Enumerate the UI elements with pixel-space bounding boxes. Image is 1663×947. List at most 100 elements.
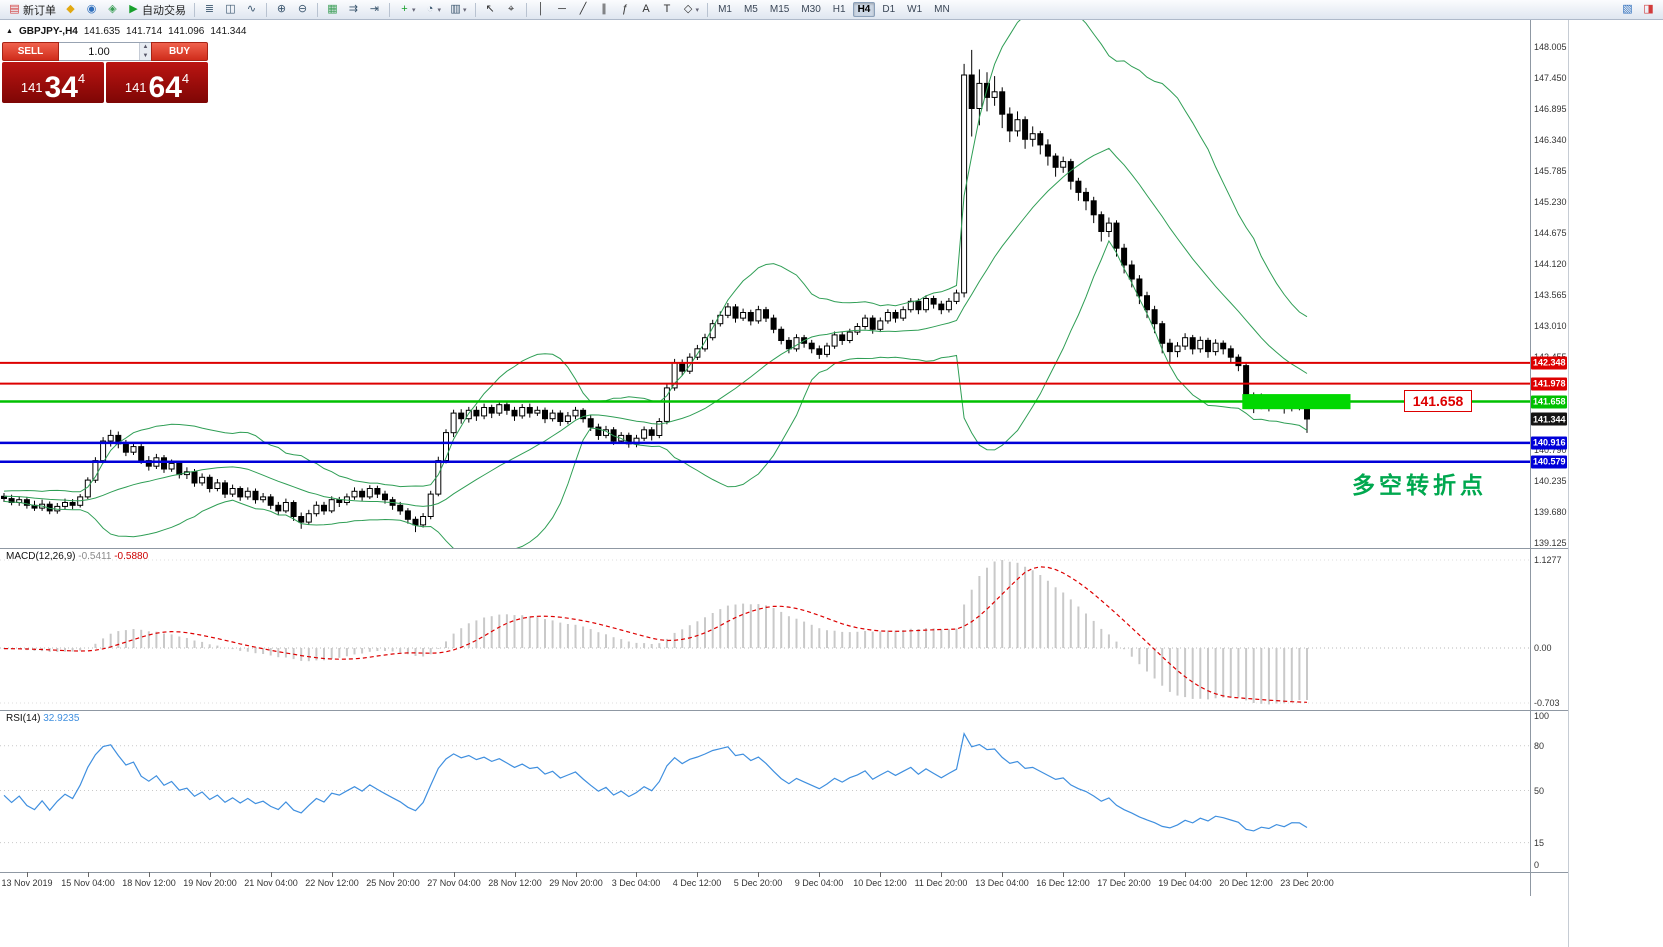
buy-button[interactable]: BUY [151, 42, 208, 61]
bollinger-middle-line [3, 147, 1308, 507]
macd-axis-label: 0.00 [1534, 643, 1552, 653]
time-axis-label: 16 Dec 12:00 [1036, 878, 1090, 888]
time-axis[interactable]: 13 Nov 2019 15 Nov 04:00 18 Nov 12:00 19 No… [0, 872, 1530, 900]
dropdown-caret-icon: ▾ [695, 6, 700, 14]
arrows-button[interactable]: ◇ ▾ [679, 1, 703, 18]
clock-icon: ◔ [426, 3, 434, 15]
price-axis[interactable]: 148.005 147.450 146.895 146.340 145.785 145.2… [1530, 0, 1568, 947]
price-tick-label: 139.125 [1534, 538, 1567, 548]
autotrading-button[interactable]: ▶ 自动交易 [124, 1, 189, 18]
vertical-line-button[interactable]: │ [532, 1, 551, 18]
tile-windows-button[interactable]: ▦ [323, 1, 342, 18]
timeframe-button-m1[interactable]: M1 [718, 4, 732, 15]
quote-close: 141.344 [210, 26, 247, 37]
price-tick-label: 143.565 [1534, 289, 1567, 300]
indicators-button[interactable]: + ▾ [395, 1, 419, 18]
price-level-callout: 141.658 [1404, 390, 1472, 412]
buy-price-whole: 141 [124, 80, 147, 95]
line-chart-button[interactable]: ∿ [242, 1, 261, 18]
volume-value[interactable]: 1.00 [88, 45, 110, 58]
strategy-tester-button[interactable]: ◈ [103, 1, 122, 18]
price-tick-label: 146.340 [1534, 134, 1567, 145]
timeframe-button-mn[interactable]: MN [934, 4, 950, 15]
horizontal-line-button[interactable]: ─ [553, 1, 572, 18]
macd-signal-value: -0.5880 [114, 551, 149, 562]
text-icon: A [642, 3, 650, 15]
window-list-button[interactable]: ◨ [1639, 1, 1658, 18]
time-axis-label: 15 Nov 04:00 [61, 878, 115, 888]
price-tick-label: 148.005 [1534, 41, 1567, 52]
new-order-button[interactable]: ▤ 新订单 [5, 1, 59, 18]
templates-icon: ▥ [450, 3, 461, 15]
autotrading-icon: ▶ [129, 3, 138, 15]
periods-button[interactable]: ◔ ▾ [421, 1, 445, 18]
price-tick-label: 146.895 [1534, 103, 1567, 114]
text-button[interactable]: A [637, 1, 656, 18]
new-order-button-label: 新订单 [23, 4, 56, 17]
macd-main-value: -0.5411 [78, 551, 112, 562]
volume-field[interactable]: 1.00 ▲ ▼ [59, 42, 151, 61]
toolbar: ▤ 新订单 ◆ ◉ ◈ ▶ 自动交易 ≣ ◫ ∿ ⊕ ⊖ ▦ ⇉ ⇥ + ▾ ◔ ▾ ▥ ▾ ↖ ⌖ │ ─ ╱ ∥ ƒ A T ◇ ▾ M1 M… [0, 0, 1663, 20]
bar-chart-icon: ≣ [204, 3, 215, 15]
zoom-in-button[interactable]: ⊕ [272, 1, 291, 18]
timeframe-button-h1[interactable]: H1 [832, 4, 846, 15]
time-axis-label: 17 Dec 20:00 [1097, 878, 1151, 888]
market-watch-button[interactable]: ◉ [82, 1, 101, 18]
text-label-icon: T [663, 3, 671, 15]
profiles-button[interactable]: ▧ [1618, 1, 1637, 18]
macd-histogram [3, 560, 1308, 705]
vertical-line-icon: │ [537, 3, 545, 15]
channel-button[interactable]: ∥ [595, 1, 614, 18]
auto-scroll-icon: ⇉ [348, 3, 359, 15]
line-chart-icon: ∿ [246, 3, 257, 15]
timeframe-button-m5[interactable]: M5 [743, 4, 758, 15]
timeframe-button-w1[interactable]: W1 [907, 4, 923, 15]
support-zone-rect[interactable] [1242, 394, 1351, 410]
time-axis-label: 20 Dec 12:00 [1219, 878, 1273, 888]
fibonacci-button[interactable]: ƒ [616, 1, 635, 18]
timeframe-button-d1[interactable]: D1 [882, 4, 896, 15]
time-axis-label: 22 Nov 12:00 [305, 878, 359, 888]
price-tick-label: 144.120 [1534, 258, 1567, 269]
tile-windows-icon: ▦ [327, 3, 338, 15]
quote-line: ▲ GBPJPY-,H4 141.635 141.714 141.096 141… [6, 26, 246, 37]
time-axis-label: 13 Dec 04:00 [975, 878, 1029, 888]
label-button[interactable]: T [658, 1, 677, 18]
chart-shift-button[interactable]: ⇥ [365, 1, 384, 18]
volume-down-button[interactable]: ▼ [140, 51, 151, 60]
rsi-axis-label: 50 [1534, 785, 1545, 796]
window-list-icon: ◨ [1643, 3, 1654, 15]
timeframe-button-m30[interactable]: M30 [801, 4, 821, 15]
cursor-button[interactable]: ↖ [481, 1, 500, 18]
fibonacci-icon: ƒ [621, 3, 629, 15]
quote-low: 141.096 [168, 26, 205, 37]
time-axis-label: 5 Dec 20:00 [733, 878, 783, 888]
candlestick-series [1, 49, 1310, 533]
time-axis-label: 28 Nov 12:00 [488, 878, 542, 888]
bar-chart-button[interactable]: ≣ [200, 1, 219, 18]
candlestick-chart-button[interactable]: ◫ [221, 1, 240, 18]
templates-button[interactable]: ▥ ▾ [446, 1, 470, 18]
auto-scroll-button[interactable]: ⇉ [344, 1, 363, 18]
sell-price-whole: 141 [20, 80, 43, 95]
macd-axis-label: -0.703 [1534, 697, 1560, 708]
symbol-period-label: GBPJPY-,H4 [18, 26, 78, 37]
symbol-arrow-icon: ▲ [6, 28, 13, 35]
crosshair-button[interactable]: ⌖ [502, 1, 521, 18]
trendline-button[interactable]: ╱ [574, 1, 593, 18]
timeframe-button-h4[interactable]: H4 [852, 2, 876, 17]
autotrading-button-label: 自动交易 [142, 4, 186, 17]
buy-price-panel[interactable]: 141 64 4 [106, 62, 208, 103]
new-order-icon: ▤ [9, 3, 20, 15]
timeframe-button-m15[interactable]: M15 [769, 4, 790, 15]
sell-button[interactable]: SELL [2, 42, 59, 61]
rsi-value: 32.9235 [43, 713, 80, 724]
sell-price-panel[interactable]: 141 34 4 [2, 62, 104, 103]
time-axis-label: 27 Nov 04:00 [427, 878, 481, 888]
zoom-out-button[interactable]: ⊖ [293, 1, 312, 18]
current-price-tag: 141.344 [1531, 412, 1567, 426]
price-line-tag: 142.348 [1531, 356, 1567, 370]
metaeditor-button[interactable]: ◆ [61, 1, 80, 18]
volume-up-button[interactable]: ▲ [140, 43, 151, 52]
